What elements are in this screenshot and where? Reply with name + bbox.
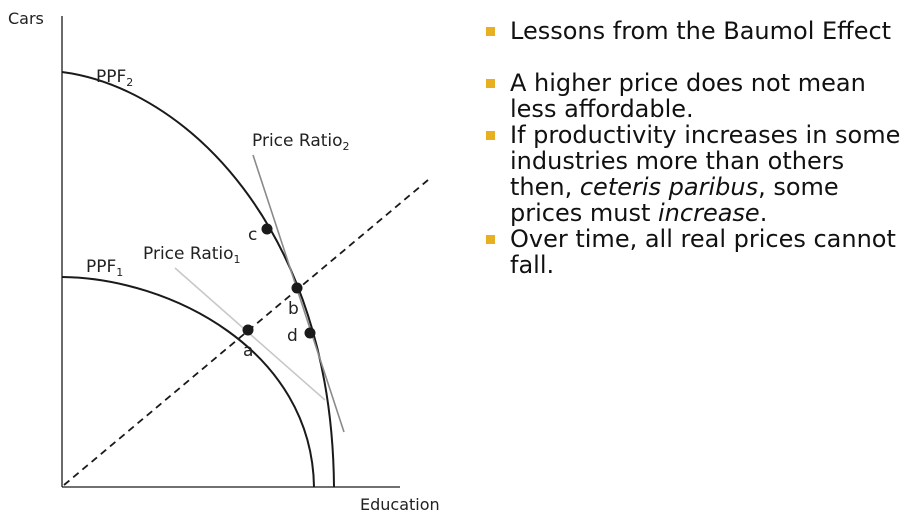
ppf2-curve — [61, 71, 335, 488]
ppf2-label: PPF2 — [96, 67, 133, 89]
price-ratio2-line — [252, 154, 345, 433]
bullet-marker-icon — [486, 79, 495, 88]
ppf-diagram: Cars Education PPF2 PPF1 Price Ratio2 Pr… — [8, 9, 440, 514]
price-ratio2-label: Price Ratio2 — [252, 131, 350, 153]
price-ratio1-label: Price Ratio1 — [143, 244, 241, 266]
bullet-text-part: . — [759, 199, 768, 227]
point-a — [242, 324, 254, 336]
bullet-marker-icon — [486, 131, 495, 140]
bullet-marker-icon — [486, 235, 495, 244]
ppf1-label: PPF1 — [86, 257, 123, 279]
bullet-marker-icon — [486, 27, 495, 36]
bullet-item-lessons: Lessons from the Baumol Effect — [486, 18, 904, 44]
point-d-label: d — [287, 326, 298, 346]
point-a-label: a — [243, 341, 253, 361]
point-b — [291, 282, 303, 294]
ppf1-curve — [61, 276, 315, 488]
bullet-text-part: If productivity increases in some indust… — [510, 121, 901, 201]
bullet-text: A higher price does not mean less afford… — [510, 69, 866, 123]
bullet-text-emphasis: increase — [658, 199, 760, 227]
bullet-text: Lessons from the Baumol Effect — [510, 17, 892, 45]
bullet-list: Lessons from the Baumol Effect A higher … — [486, 18, 904, 278]
y-axis-label: Cars — [8, 9, 44, 28]
bullet-text-emphasis: ceteris paribus — [579, 173, 759, 201]
point-c — [261, 223, 273, 235]
point-c-label: c — [248, 225, 257, 245]
point-d — [304, 327, 316, 339]
bullet-item-productivity: If productivity increases in some indust… — [486, 122, 904, 226]
bullet-text-part: , some prices must — [510, 173, 839, 227]
bullet-item-real-prices: Over time, all real prices cannot fall. — [486, 226, 904, 278]
point-b-label: b — [288, 299, 299, 319]
x-axis-label: Education — [360, 495, 440, 514]
bullet-item-higher-price: A higher price does not mean less afford… — [486, 70, 904, 122]
bullet-text: Over time, all real prices cannot fall. — [510, 225, 896, 279]
